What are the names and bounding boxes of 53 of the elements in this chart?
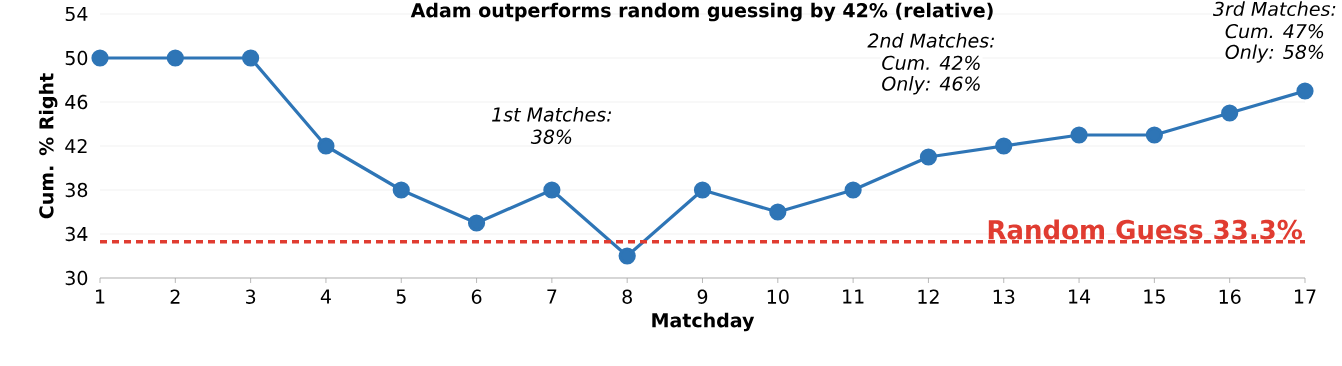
point [1145,126,1163,144]
point [919,148,938,166]
x-tick-label: 6 [471,289,482,304]
x-tick-label: 10 [767,289,789,304]
x-tick-label: 12 [918,289,939,304]
point [91,49,109,67]
x-tick-label: 1 [96,289,105,304]
chart-title: Adam outperforms random guessing by 42% (relative) [410,2,993,22]
annotation: Cum. 42% [882,55,980,71]
point [844,181,862,199]
x-tick-label: 15 [1144,289,1165,304]
y-tick-label: 54 [65,6,88,22]
x-tick-label: 5 [396,289,406,304]
annotation: 38% [530,129,572,144]
annotation: Only: 46% [882,76,980,95]
annotation: 1st Matches: [492,106,612,122]
point [618,247,636,265]
x-axis-title: Matchday [652,312,755,332]
point [543,181,561,199]
x-tick-label: 11 [843,289,864,304]
x-tick-label: 14 [1069,289,1091,304]
x-tick-label: 7 [547,289,557,304]
point [317,137,335,155]
point [1221,104,1239,122]
x-tick-label: 2 [170,289,180,304]
x-tick-label: 16 [1219,289,1241,304]
annotation: Cum. 47% [1225,23,1324,39]
x-tick-label: 3 [246,289,256,304]
point [1070,126,1088,144]
point [693,181,712,199]
point [769,203,787,221]
y-tick-label: 42 [65,138,87,154]
point [1296,82,1314,100]
annotation: Only: 58% [1225,44,1324,63]
y-tick-label: 34 [65,226,88,242]
y-tick-label: 46 [65,94,88,110]
annotation: 2nd Matches: [867,33,994,48]
point [467,214,486,232]
x-tick-label: 4 [320,289,331,304]
y-axis-title: Cum. % Right [38,73,58,219]
point [242,49,260,67]
x-tick-label: 9 [697,289,708,304]
point [392,181,410,199]
point [166,49,184,67]
y-tick-label: 50 [65,50,88,66]
ref-line-label: Random Guess 33.3% [988,219,1302,240]
x-tick-label: 17 [1295,289,1316,304]
x-tick-label: 8 [622,289,632,304]
y-tick-label: 30 [65,270,88,286]
x-tick-label: 13 [993,289,1015,304]
annotation: 3rd Matches: [1212,1,1336,17]
point [995,137,1013,155]
y-tick-label: 38 [65,182,88,198]
